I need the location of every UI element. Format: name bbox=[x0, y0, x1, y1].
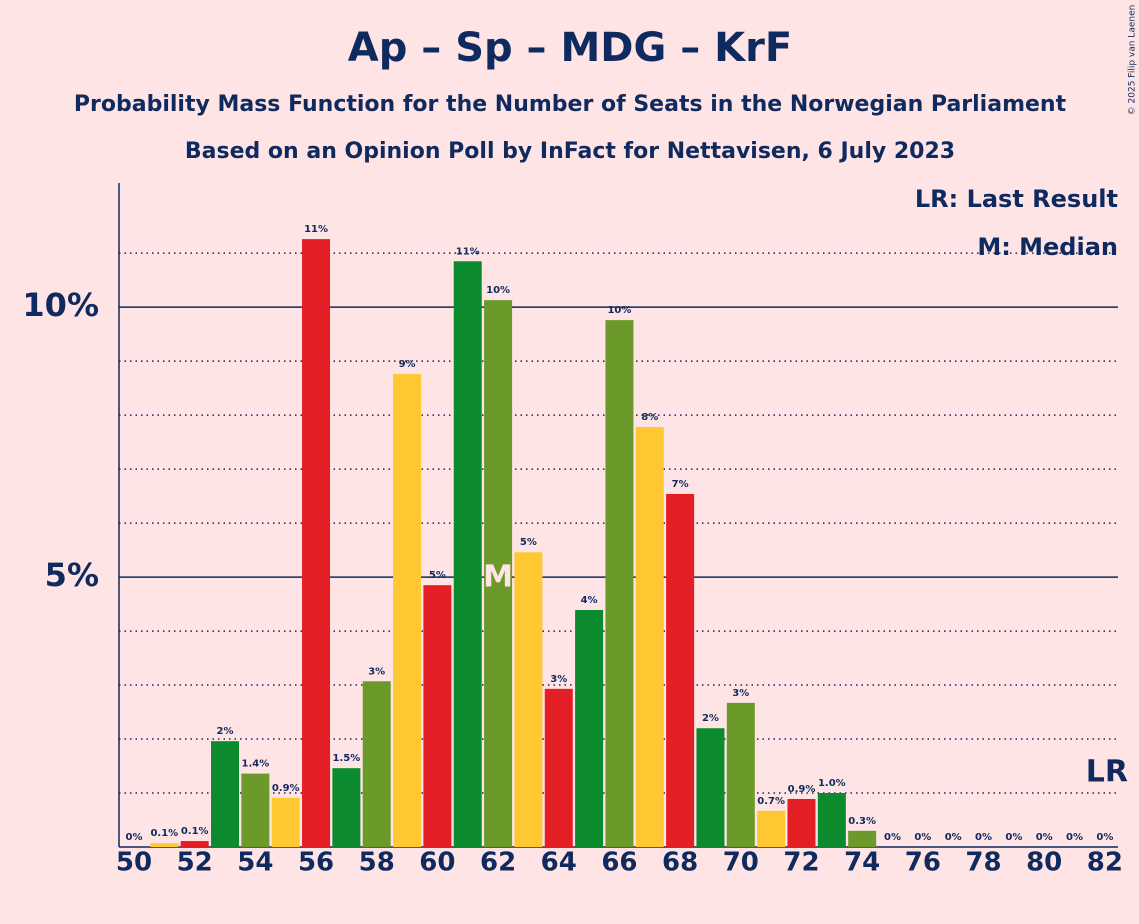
bar bbox=[484, 300, 513, 847]
x-tick-label: 64 bbox=[541, 848, 577, 878]
value-label: 7% bbox=[672, 479, 689, 490]
chart-title: Ap – Sp – MDG – KrF bbox=[348, 25, 792, 71]
value-label: 0% bbox=[945, 832, 962, 843]
value-label: 2% bbox=[702, 713, 719, 724]
value-label: 0% bbox=[914, 832, 931, 843]
legend-entry: M: Median bbox=[977, 233, 1118, 261]
value-label: 0% bbox=[975, 832, 992, 843]
bar bbox=[241, 773, 270, 847]
copyright: © 2025 Filip van Laenen bbox=[1128, 5, 1138, 116]
value-label: 0% bbox=[1005, 832, 1022, 843]
value-label: 3% bbox=[550, 674, 567, 685]
value-label: 10% bbox=[607, 305, 631, 316]
value-label: 0.9% bbox=[272, 783, 300, 794]
bar bbox=[666, 493, 695, 847]
bar bbox=[211, 741, 240, 847]
value-label: 11% bbox=[456, 246, 480, 257]
median-marker: M bbox=[483, 560, 513, 595]
bar bbox=[544, 688, 573, 847]
bar bbox=[453, 261, 482, 847]
value-label: 0% bbox=[1036, 832, 1053, 843]
x-tick-label: 80 bbox=[1026, 848, 1062, 878]
value-label: 0% bbox=[884, 832, 901, 843]
value-label: 1.5% bbox=[333, 753, 361, 764]
value-label: 0.3% bbox=[848, 816, 876, 827]
x-tick-label: 52 bbox=[177, 848, 213, 878]
x-tick-label: 66 bbox=[601, 848, 637, 878]
bar bbox=[271, 797, 300, 847]
value-label: 11% bbox=[304, 224, 328, 235]
x-tick-label: 62 bbox=[480, 848, 516, 878]
bar bbox=[150, 843, 179, 847]
x-tick-label: 72 bbox=[783, 848, 819, 878]
value-label: 0% bbox=[1066, 832, 1083, 843]
value-label: 10% bbox=[486, 285, 510, 296]
bar bbox=[302, 239, 331, 848]
bar bbox=[787, 798, 816, 847]
value-label: 5% bbox=[429, 570, 446, 581]
y-tick-label: 10% bbox=[22, 286, 99, 324]
last-result-marker: LR bbox=[1086, 755, 1128, 790]
x-tick-label: 56 bbox=[298, 848, 334, 878]
x-tick-label: 68 bbox=[662, 848, 698, 878]
value-label: 8% bbox=[641, 412, 658, 423]
value-label: 0.9% bbox=[788, 784, 816, 795]
bar bbox=[605, 320, 634, 847]
value-label: 0.7% bbox=[757, 796, 785, 807]
bar bbox=[848, 830, 877, 847]
x-tick-label: 60 bbox=[419, 848, 455, 878]
bar bbox=[575, 610, 604, 847]
value-label: 1.0% bbox=[818, 778, 846, 789]
value-label: 2% bbox=[217, 726, 234, 737]
x-tick-label: 82 bbox=[1087, 848, 1123, 878]
x-tick-label: 78 bbox=[965, 848, 1001, 878]
value-label: 9% bbox=[399, 359, 416, 370]
subtitle: Probability Mass Function for the Number… bbox=[74, 92, 1067, 117]
value-label: 0.1% bbox=[150, 828, 178, 839]
subtitle: Based on an Opinion Poll by InFact for N… bbox=[185, 139, 955, 164]
legend-entry: LR: Last Result bbox=[915, 185, 1118, 213]
bar bbox=[332, 768, 361, 847]
x-tick-label: 50 bbox=[116, 848, 152, 878]
value-label: 5% bbox=[520, 537, 537, 548]
x-tick-label: 54 bbox=[237, 848, 273, 878]
value-label: 1.4% bbox=[241, 759, 269, 770]
value-label: 0% bbox=[126, 832, 143, 843]
bar bbox=[362, 681, 391, 847]
x-tick-label: 58 bbox=[359, 848, 395, 878]
bar bbox=[757, 810, 786, 847]
x-tick-label: 74 bbox=[844, 848, 880, 878]
x-tick-label: 70 bbox=[723, 848, 759, 878]
bar bbox=[180, 841, 209, 847]
value-label: 4% bbox=[581, 595, 598, 606]
bar bbox=[817, 793, 846, 847]
bar bbox=[423, 585, 452, 847]
bar bbox=[514, 552, 543, 847]
y-tick-label: 5% bbox=[45, 556, 99, 594]
bar bbox=[393, 374, 422, 847]
bar bbox=[696, 728, 725, 847]
x-tick-label: 76 bbox=[905, 848, 941, 878]
value-label: 3% bbox=[368, 666, 385, 677]
bar bbox=[635, 427, 664, 847]
value-label: 3% bbox=[732, 688, 749, 699]
bar bbox=[726, 702, 755, 847]
value-label: 0% bbox=[1096, 832, 1113, 843]
value-label: 0.1% bbox=[181, 826, 209, 837]
